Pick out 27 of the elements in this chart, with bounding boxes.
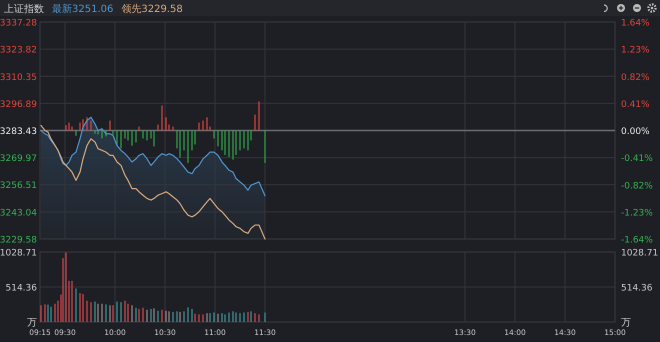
y-tick-label: 3269.97: [0, 154, 37, 164]
y2-tick-label: -1.64%: [621, 236, 654, 246]
y2-tick-label: 0.82%: [621, 72, 650, 83]
y2-tick-label: 1.23%: [621, 46, 650, 56]
y2-tick-label: 0.00%: [621, 127, 650, 137]
y2-tick-label: -1.23%: [621, 208, 654, 218]
y-tick-label: 3337.28: [0, 18, 38, 28]
y-tick-label: 3310.35: [0, 72, 37, 83]
y2-tick-label: 0.41%: [621, 100, 650, 110]
y-tick-label: 3229.58: [0, 236, 38, 246]
y-tick-label: 1028.71: [0, 248, 37, 258]
text: 最新3251.06: [52, 3, 114, 15]
y-tick-label: 3256.51: [0, 181, 37, 192]
y-tick-label: 万: [27, 318, 37, 328]
y2-tick-label: 1028.71: [621, 248, 658, 258]
y2-tick-label: -0.41%: [621, 154, 654, 164]
y-tick-label: 3296.89: [0, 100, 38, 110]
y2-tick-label: 万: [621, 318, 631, 328]
y-tick-label: 3283.43: [0, 127, 37, 137]
y-tick-label: 3243.04: [0, 208, 38, 218]
chart-title: 上证指数: [4, 3, 44, 15]
y2-tick-label: -0.82%: [621, 181, 654, 192]
y2-tick-label: 1.64%: [621, 18, 650, 28]
y-tick-label: 514.36: [6, 284, 38, 294]
y2-tick-label: 514.36: [621, 284, 653, 294]
y-tick-label: 3323.82: [0, 46, 37, 56]
text: 领先3229.58: [121, 3, 183, 15]
